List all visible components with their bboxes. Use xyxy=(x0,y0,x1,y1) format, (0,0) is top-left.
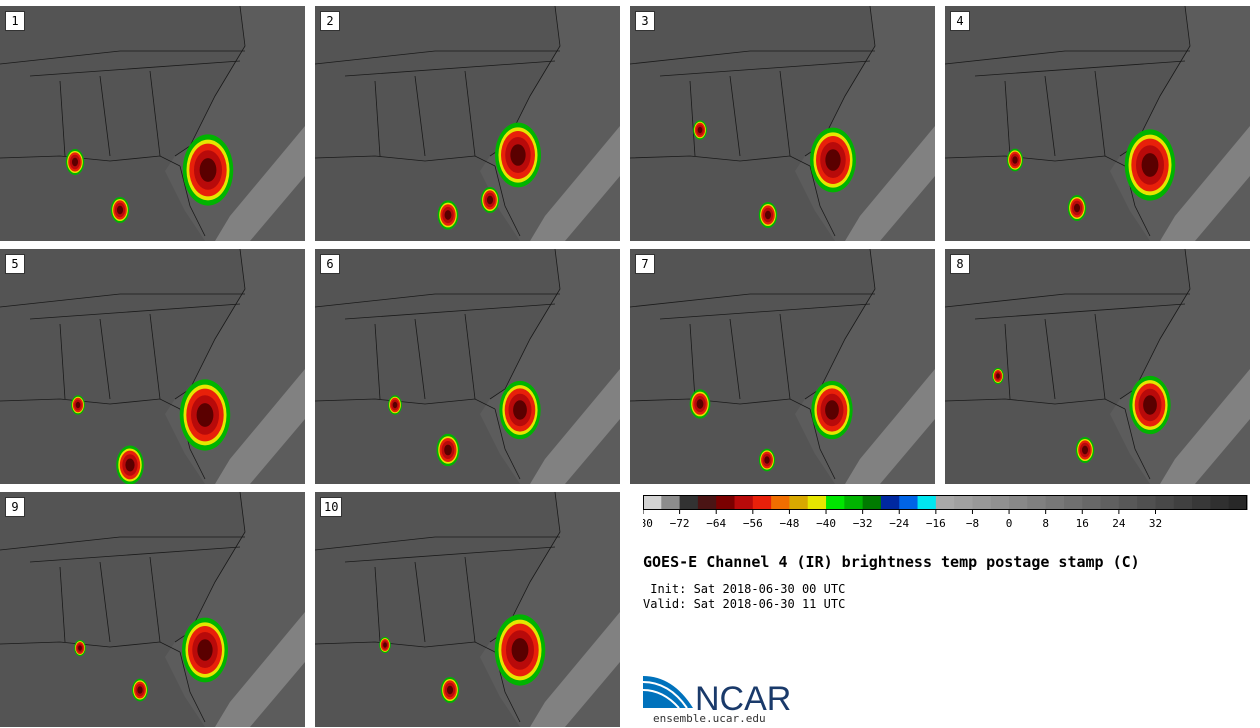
panel-number-label: 6 xyxy=(320,254,340,274)
map-panel: 2 xyxy=(315,6,620,241)
panel-number-label: 5 xyxy=(5,254,25,274)
colorbar-swatch xyxy=(1082,495,1102,510)
colorbar-swatch xyxy=(954,495,973,510)
panel-number-label: 8 xyxy=(950,254,970,274)
colorbar-swatch xyxy=(1045,495,1065,510)
colorbar-swatch xyxy=(734,495,754,510)
colorbar-swatch xyxy=(1118,495,1138,510)
colorbar-swatch xyxy=(679,495,699,510)
colorbar-tick-label: 32 xyxy=(1149,517,1162,530)
map-panel: 1 xyxy=(0,6,305,241)
colorbar-tick-label: 16 xyxy=(1076,517,1089,530)
colorbar-swatch xyxy=(899,495,919,510)
colorbar-swatch xyxy=(643,495,662,510)
colorbar-swatch xyxy=(1173,495,1193,510)
colorbar-tick-label: −80 xyxy=(643,517,653,530)
panel-number-label: 4 xyxy=(950,11,970,31)
ncar-logo: NCAR xyxy=(643,676,791,714)
colorbar-tick-label: −48 xyxy=(779,517,799,530)
map-panel: 3 xyxy=(630,6,935,241)
colorbar-tick-label: 8 xyxy=(1042,517,1049,530)
satellite-ir-map xyxy=(630,249,935,484)
colorbar-swatch xyxy=(1228,495,1248,510)
colorbar-swatch xyxy=(826,495,845,510)
colorbar-swatch xyxy=(1137,495,1156,510)
figure-title: GOES-E Channel 4 (IR) brightness temp po… xyxy=(643,553,1140,571)
colorbar-swatch xyxy=(1192,495,1211,510)
satellite-ir-map xyxy=(0,6,305,241)
satellite-ir-map xyxy=(945,249,1250,484)
panel-number-label: 3 xyxy=(635,11,655,31)
colorbar-swatch xyxy=(752,495,772,510)
satellite-ir-map xyxy=(315,249,620,484)
colorbar-swatch xyxy=(1027,495,1047,510)
map-panel: 6 xyxy=(315,249,620,484)
colorbar-tick-label: −16 xyxy=(926,517,946,530)
map-panel: 8 xyxy=(945,249,1250,484)
colorbar-swatch xyxy=(1009,495,1028,510)
colorbar-swatch xyxy=(990,495,1010,510)
colorbar-tick-label: 24 xyxy=(1112,517,1126,530)
colorbar-swatch xyxy=(862,495,882,510)
colorbar-swatch xyxy=(1100,495,1120,510)
colorbar-swatch xyxy=(1063,495,1083,510)
logo-text: NCAR xyxy=(695,680,791,714)
colorbar-tick-label: −24 xyxy=(889,517,909,530)
satellite-ir-map xyxy=(315,492,620,727)
colorbar-swatch xyxy=(880,495,900,510)
colorbar-swatch xyxy=(807,495,827,510)
panel-number-label: 7 xyxy=(635,254,655,274)
colorbar-swatch xyxy=(697,495,717,510)
colorbar-swatch xyxy=(789,495,809,510)
satellite-ir-map xyxy=(0,492,305,727)
map-panel: 9 xyxy=(0,492,305,727)
colorbar-tick-label: −56 xyxy=(743,517,763,530)
panel-number-label: 2 xyxy=(320,11,340,31)
valid-time: Valid: Sat 2018-06-30 11 UTC xyxy=(643,597,846,611)
colorbar-tick-label: −72 xyxy=(670,517,690,530)
panel-number-label: 10 xyxy=(320,497,343,517)
map-panel: 10 xyxy=(315,492,620,727)
colorbar-swatch xyxy=(716,495,736,510)
init-time: Init: Sat 2018-06-30 00 UTC xyxy=(643,582,846,596)
colorbar-swatch xyxy=(771,495,790,510)
satellite-ir-map xyxy=(315,6,620,241)
map-panel: 5 xyxy=(0,249,305,484)
colorbar-tick-label: −32 xyxy=(853,517,873,530)
colorbar-swatch xyxy=(661,495,681,510)
colorbar-swatch xyxy=(972,495,992,510)
colorbar-swatch xyxy=(844,495,864,510)
panel-number-label: 1 xyxy=(5,11,25,31)
colorbar-tick-label: 0 xyxy=(1006,517,1013,530)
colorbar-swatch xyxy=(917,495,937,510)
colorbar-swatch xyxy=(1210,495,1230,510)
colorbar-swatch xyxy=(1155,495,1175,510)
colorbar-swatch xyxy=(935,495,955,510)
logo-url: ensemble.ucar.edu xyxy=(653,712,766,725)
map-panel: 7 xyxy=(630,249,935,484)
colorbar-tick-label: −8 xyxy=(966,517,979,530)
map-panel: 4 xyxy=(945,6,1250,241)
colorbar-tick-label: −40 xyxy=(816,517,836,530)
satellite-ir-map xyxy=(945,6,1250,241)
satellite-ir-map xyxy=(630,6,935,241)
colorbar-tick-label: −64 xyxy=(706,517,726,530)
panel-number-label: 9 xyxy=(5,497,25,517)
satellite-ir-map xyxy=(0,249,305,484)
